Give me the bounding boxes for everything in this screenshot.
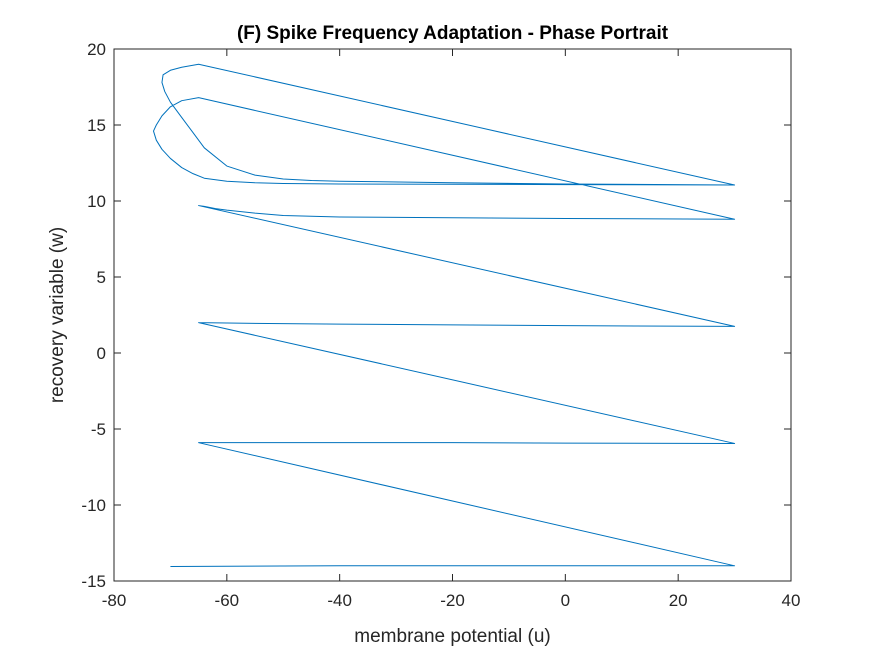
y-axis: -15 -10 -5 0 5 10 15 20 — [81, 40, 791, 591]
x-tick-label: -40 — [327, 591, 352, 610]
x-tick-label: 40 — [782, 591, 801, 610]
y-tick-label: -10 — [81, 496, 106, 515]
axes-background — [114, 49, 791, 581]
y-tick-label: -5 — [91, 420, 106, 439]
y-tick-label: 10 — [87, 192, 106, 211]
y-tick-label: 15 — [87, 116, 106, 135]
x-tick-label: 0 — [561, 591, 570, 610]
y-tick-label: 20 — [87, 40, 106, 59]
x-axis-label: membrane potential (u) — [354, 626, 550, 647]
phase-trajectory-line — [152, 63, 736, 568]
x-tick-label: -60 — [215, 591, 240, 610]
y-tick-label: 0 — [97, 344, 106, 363]
x-axis: -80 -60 -40 -20 0 20 40 — [102, 49, 801, 610]
x-tick-label: -80 — [102, 591, 127, 610]
y-tick-label: 5 — [97, 268, 106, 287]
y-axis-label: recovery variable (w) — [47, 227, 68, 403]
y-tick-label: -15 — [81, 572, 106, 591]
x-tick-label: -20 — [440, 591, 465, 610]
chart-title: (F) Spike Frequency Adaptation - Phase P… — [237, 23, 669, 44]
plot-area — [152, 63, 736, 568]
x-tick-label: 20 — [669, 591, 688, 610]
